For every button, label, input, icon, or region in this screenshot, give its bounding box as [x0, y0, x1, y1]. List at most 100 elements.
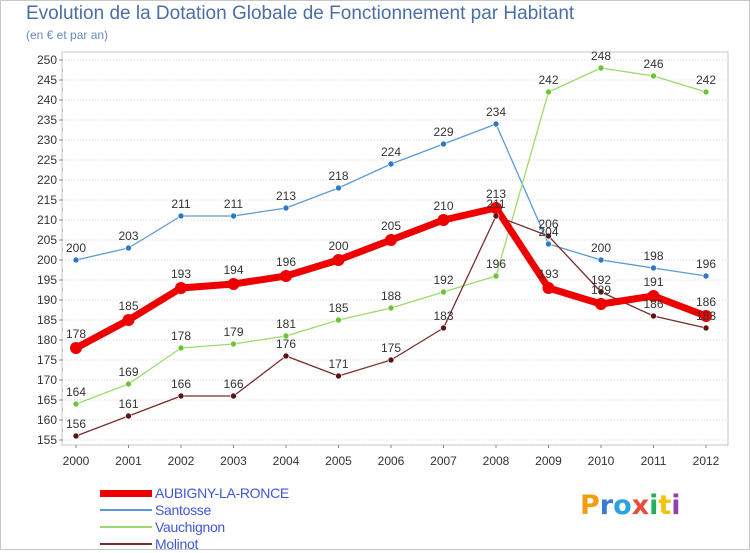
- legend-item: Vauchignon: [100, 519, 360, 536]
- data-point: [385, 234, 397, 246]
- data-label: 203: [118, 229, 138, 243]
- data-label: 196: [696, 257, 716, 271]
- data-point: [177, 392, 185, 400]
- data-point: [492, 120, 500, 128]
- logo-letter: i: [649, 490, 659, 521]
- y-tick-label: 220: [37, 173, 57, 187]
- data-point: [282, 204, 290, 212]
- x-tick-label: 2010: [588, 454, 615, 468]
- data-label: 248: [591, 49, 611, 63]
- data-label: 183: [696, 309, 716, 323]
- data-point: [492, 272, 500, 280]
- y-tick-label: 190: [37, 293, 57, 307]
- logo-letter: t: [658, 490, 672, 521]
- data-point: [335, 184, 342, 192]
- data-point: [230, 392, 237, 400]
- data-point: [440, 324, 447, 332]
- data-point: [490, 202, 502, 214]
- legend-label: AUBIGNY-LA-RONCE: [155, 485, 289, 501]
- data-point: [282, 332, 290, 340]
- x-tick-label: 2009: [535, 454, 562, 468]
- chart-title: Evolution de la Dotation Globale de Fonc…: [26, 3, 575, 24]
- legend-item: Santosse: [100, 502, 360, 519]
- data-label: 175: [381, 341, 401, 355]
- data-point: [440, 288, 447, 296]
- y-tick-label: 155: [37, 433, 57, 447]
- data-point: [335, 372, 342, 380]
- proxiti-logo: Proxiti: [580, 490, 681, 521]
- data-point: [545, 88, 552, 96]
- y-tick-label: 195: [37, 273, 57, 287]
- plot-area-border: [61, 51, 729, 446]
- legend: AUBIGNY-LA-RONCE Santosse Vauchignon Molino…: [100, 485, 360, 553]
- data-point: [70, 342, 82, 354]
- data-label: 189: [591, 283, 611, 297]
- data-point: [545, 240, 552, 248]
- data-label: 179: [223, 325, 243, 339]
- legend-swatch: [100, 543, 152, 545]
- y-tick-label: 240: [37, 93, 57, 107]
- data-point: [335, 316, 342, 324]
- data-label: 193: [538, 267, 558, 281]
- data-point: [597, 256, 605, 264]
- data-point: [650, 72, 657, 80]
- data-point: [647, 290, 660, 302]
- data-point: [122, 314, 135, 326]
- data-point: [702, 324, 710, 332]
- data-label: 185: [328, 301, 348, 315]
- data-point: [175, 282, 187, 294]
- data-label: 200: [328, 239, 348, 253]
- data-label: 171: [328, 357, 348, 371]
- data-point: [125, 380, 132, 388]
- y-tick-label: 185: [37, 313, 57, 327]
- data-label: 211: [224, 197, 243, 211]
- logo-letter: o: [613, 490, 632, 521]
- gridlines: [62, 59, 728, 441]
- legend-item: Molinot: [100, 536, 360, 553]
- y-tick-label: 165: [37, 393, 57, 407]
- data-label: 205: [381, 219, 401, 233]
- y-tick-label: 200: [37, 253, 57, 267]
- y-tick-label: 205: [37, 233, 57, 247]
- data-label: 166: [171, 377, 191, 391]
- y-tick-label: 175: [37, 353, 57, 367]
- x-tick-label: 2008: [483, 454, 510, 468]
- data-label: 183: [433, 309, 453, 323]
- x-tick-label: 2007: [430, 454, 457, 468]
- data-point: [437, 214, 450, 226]
- data-label: 156: [66, 417, 86, 431]
- y-tick-label: 215: [37, 193, 57, 207]
- data-point: [72, 432, 80, 440]
- data-label: 224: [381, 145, 401, 159]
- data-label: 229: [433, 125, 453, 139]
- data-label: 188: [381, 289, 401, 303]
- logo-letter: x: [631, 490, 650, 521]
- data-label: 186: [643, 297, 663, 311]
- chart-subtitle: (en € et par an): [26, 28, 109, 42]
- data-point: [545, 232, 552, 240]
- y-tick-label: 245: [37, 73, 57, 87]
- data-label: 191: [643, 275, 663, 289]
- y-tick-label: 160: [37, 413, 57, 427]
- data-label: 186: [696, 295, 716, 309]
- data-point: [72, 256, 80, 264]
- data-label: 200: [591, 241, 611, 255]
- data-label: 246: [643, 57, 663, 71]
- data-label: 192: [591, 273, 611, 287]
- data-point: [227, 278, 240, 290]
- data-point: [650, 264, 657, 272]
- data-point: [125, 412, 132, 420]
- data-point: [387, 356, 395, 364]
- data-point: [387, 304, 395, 312]
- data-label: 204: [538, 225, 558, 239]
- y-tick-label: 225: [37, 153, 57, 167]
- data-label: 164: [66, 385, 86, 399]
- data-label: 196: [486, 257, 506, 271]
- data-point: [597, 64, 605, 72]
- data-label: 206: [538, 217, 558, 231]
- data-label: 218: [328, 169, 348, 183]
- data-point: [177, 344, 185, 352]
